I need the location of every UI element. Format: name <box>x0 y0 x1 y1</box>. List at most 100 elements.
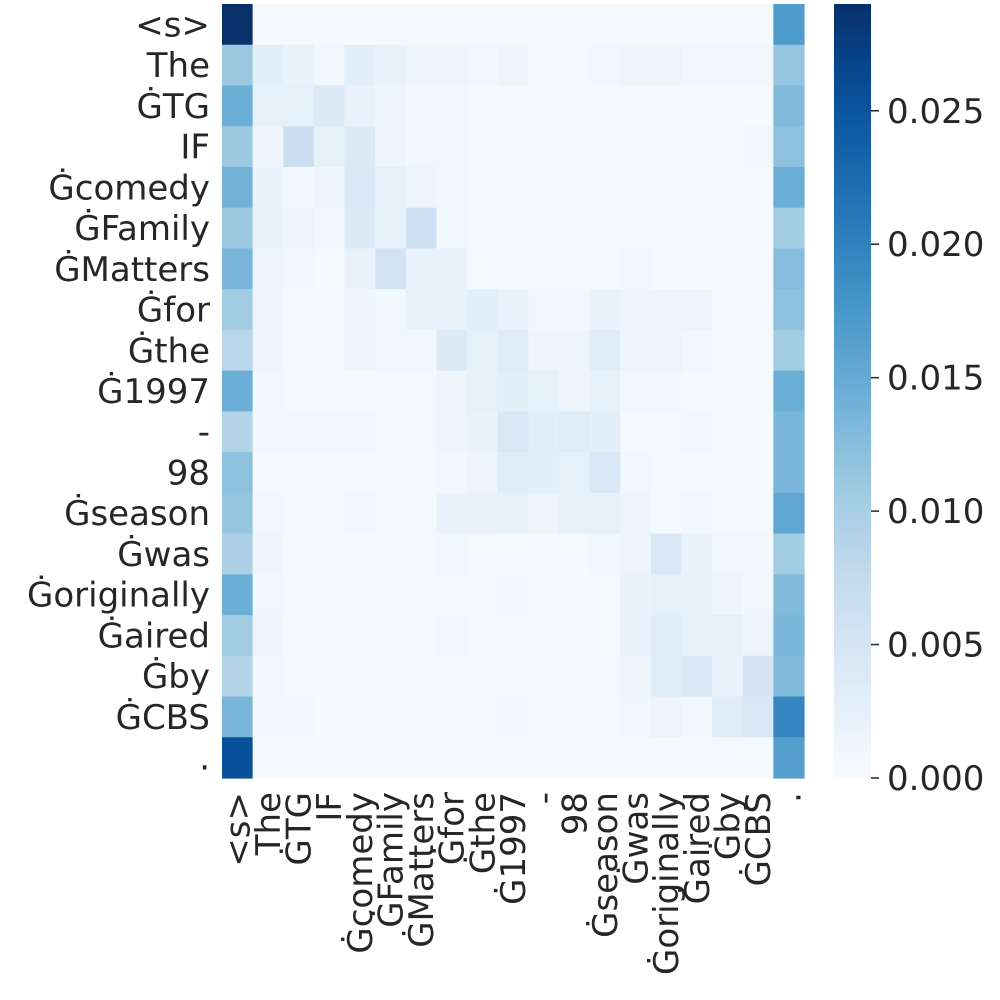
heatmap-cell <box>467 85 499 127</box>
heatmap-cell <box>252 452 284 494</box>
heatmap-cell <box>283 126 315 168</box>
heatmap-cell <box>589 492 621 535</box>
column-tick-label: . <box>770 792 810 803</box>
heatmap-cell <box>528 492 560 535</box>
heatmap-cell <box>344 411 376 453</box>
heatmap-cell <box>467 696 499 738</box>
heatmap-cell <box>375 615 407 657</box>
heatmap-cell <box>344 4 376 46</box>
heatmap-cell <box>252 207 284 250</box>
heatmap-cell <box>589 85 621 127</box>
heatmap-cell <box>620 533 652 575</box>
heatmap-cell <box>650 166 683 209</box>
heatmap-cell <box>558 4 591 46</box>
heatmap-cell <box>528 411 560 453</box>
heatmap-cell <box>283 248 315 290</box>
heatmap-cell <box>558 615 591 657</box>
heatmap-cell <box>712 492 744 535</box>
heatmap-cell <box>497 4 529 46</box>
heatmap-cell <box>497 329 529 372</box>
heatmap-cell <box>252 248 284 290</box>
heatmap-cell <box>589 329 621 372</box>
heatmap-cell <box>405 207 438 250</box>
heatmap-cell <box>773 533 805 575</box>
heatmap-cell <box>405 4 438 46</box>
heatmap-cell <box>375 452 407 494</box>
colorbar-tick-label: 0.015 <box>887 359 984 399</box>
heatmap-cell <box>222 533 254 575</box>
colorbar-tick-labels: 0.000 0.005 0.010 0.015 0.020 0.025 <box>871 92 984 799</box>
heatmap-cell <box>467 44 499 87</box>
heatmap-cell <box>375 207 407 250</box>
heatmap-cell <box>650 615 683 657</box>
column-tick-label: Ġseason <box>585 792 626 938</box>
heatmap-cell <box>681 615 713 657</box>
heatmap-cell <box>681 696 713 738</box>
heatmap-cell <box>375 370 407 412</box>
row-tick-label: Ġaired <box>98 615 210 656</box>
heatmap-cell <box>436 533 468 575</box>
heatmap-cell <box>252 370 284 412</box>
heatmap-cell <box>405 329 438 372</box>
heatmap-cell <box>681 574 713 616</box>
heatmap-cell <box>620 411 652 453</box>
heatmap-cell <box>558 411 591 453</box>
heatmap-cell <box>252 655 284 698</box>
heatmap-cell <box>620 85 652 127</box>
heatmap-cell <box>742 85 774 127</box>
heatmap-cell <box>558 370 591 412</box>
row-tick-label: - <box>198 413 210 453</box>
heatmap-cell <box>436 126 468 168</box>
heatmap-cell <box>742 289 774 331</box>
heatmap-cell <box>436 329 468 372</box>
heatmap-cell <box>650 207 683 250</box>
heatmap-cell <box>589 533 621 575</box>
heatmap-cell <box>344 452 376 494</box>
heatmap-cell <box>405 492 438 535</box>
heatmap-cell <box>344 492 376 535</box>
heatmap-cell <box>650 44 683 87</box>
heatmap-cell <box>283 411 315 453</box>
heatmap-cell <box>712 85 744 127</box>
heatmap-cell <box>712 452 744 494</box>
heatmap-cell <box>742 126 774 168</box>
heatmap-cell <box>467 574 499 616</box>
colorbar-tick-label: 0.000 <box>887 759 984 799</box>
heatmap-cell <box>589 370 621 412</box>
heatmap-cell <box>467 452 499 494</box>
heatmap-cell <box>773 737 805 779</box>
row-tick-label: Ġfor <box>137 290 210 331</box>
heatmap-cell <box>681 411 713 453</box>
column-tick-label: Ġthe <box>462 792 503 874</box>
heatmap-cell <box>497 737 529 779</box>
heatmap-cell <box>375 492 407 535</box>
column-tick-label: Ġby <box>707 792 748 860</box>
heatmap-cell <box>558 207 591 250</box>
heatmap-cell <box>283 452 315 494</box>
heatmap-cell <box>252 696 284 738</box>
heatmap-cell <box>681 126 713 168</box>
heatmap-cell <box>650 655 683 698</box>
heatmap-cell <box>742 533 774 575</box>
heatmap-cell <box>436 411 468 453</box>
row-tick-label: 98 <box>167 453 210 493</box>
heatmap-cell <box>589 126 621 168</box>
heatmap-cell <box>436 574 468 616</box>
heatmap-cell <box>497 289 529 331</box>
row-tick-label: Ġcomedy <box>48 167 210 208</box>
heatmap-cell <box>283 4 315 46</box>
heatmap-cell <box>222 655 254 698</box>
heatmap-cell <box>497 126 529 168</box>
heatmap-cell <box>681 248 713 290</box>
row-tick-label: <s> <box>135 5 210 45</box>
heatmap-cell <box>344 329 376 372</box>
heatmap-cell <box>712 126 744 168</box>
heatmap-cell <box>222 370 254 412</box>
heatmap-cell <box>742 411 774 453</box>
heatmap-cell <box>313 85 346 127</box>
heatmap-cell <box>375 166 407 209</box>
heatmap-cell <box>681 289 713 331</box>
heatmap-cell <box>589 289 621 331</box>
heatmap-cell <box>405 696 438 738</box>
